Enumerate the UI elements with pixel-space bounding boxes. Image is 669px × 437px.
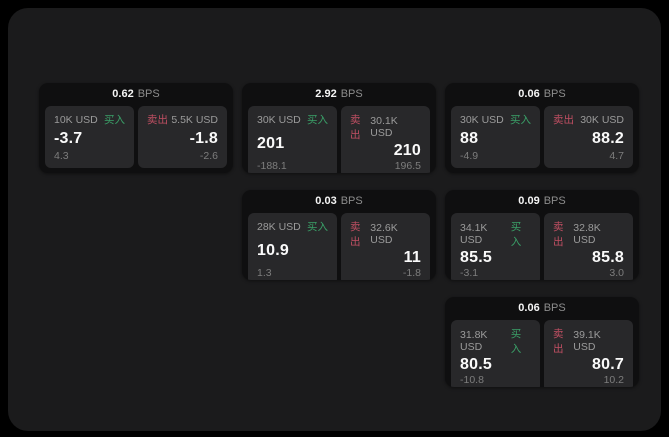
buy-price: 201	[257, 134, 285, 152]
buy-side-label: 买入	[307, 221, 328, 233]
sell-secondary-value: 4.7	[609, 150, 624, 162]
sell-amount-label: 30K USD	[580, 113, 624, 126]
quote-panels: 30K USD 买入 88 -4.9 卖出 30K USD 88.2 4.7	[445, 106, 639, 173]
buy-amount-label: 28K USD	[257, 220, 301, 233]
sell-side-label: 卖出	[553, 114, 574, 126]
sell-side-label: 卖出	[350, 221, 361, 248]
buy-secondary-value: -4.9	[460, 150, 479, 162]
buy-secondary-value: -188.1	[257, 160, 287, 172]
sell-side-label: 卖出	[553, 328, 564, 355]
quote-card: 0.06 BPS 30K USD 买入 88 -4.9 卖出 30K USD	[445, 83, 639, 173]
quote-card: 0.06 BPS 31.8K USD 买入 80.5 -10.8 卖出 39.1…	[445, 297, 639, 387]
sell-secondary-value: 196.5	[394, 160, 421, 172]
buy-amount-label: 10K USD	[54, 113, 98, 126]
bps-header: 0.62 BPS	[39, 83, 233, 106]
buy-price: 88	[460, 129, 479, 147]
buy-amount-label: 30K USD	[460, 113, 504, 126]
buy-price: 80.5	[460, 356, 492, 373]
bps-value: 0.62	[112, 88, 134, 100]
bps-unit-label: BPS	[340, 195, 363, 207]
sell-price: 80.7	[592, 356, 624, 373]
sell-side-label: 卖出	[147, 114, 168, 126]
quote-card: 0.03 BPS 28K USD 买入 10.9 1.3 卖出 32.6K US…	[242, 190, 436, 280]
sell-price: -1.8	[189, 129, 218, 147]
sell-secondary-value: -2.6	[199, 150, 218, 162]
sell-side-label: 卖出	[350, 114, 361, 141]
buy-panel[interactable]: 34.1K USD 买入 85.5 -3.1	[451, 213, 540, 280]
bps-unit-label: BPS	[137, 88, 160, 100]
bps-unit-label: BPS	[543, 302, 566, 314]
bps-header: 0.06 BPS	[445, 297, 639, 320]
quote-panels: 30K USD 买入 201 -188.1 卖出 30.1K USD 210 1…	[242, 106, 436, 173]
buy-side-label: 买入	[104, 114, 125, 126]
buy-panel[interactable]: 31.8K USD 买入 80.5 -10.8	[451, 320, 540, 387]
quote-panels: 34.1K USD 买入 85.5 -3.1 卖出 32.8K USD 85.8…	[445, 213, 639, 280]
buy-secondary-value: -10.8	[460, 374, 484, 386]
buy-price: 85.5	[460, 249, 492, 266]
sell-price: 11	[403, 249, 421, 266]
bps-header: 0.09 BPS	[445, 190, 639, 213]
sell-panel[interactable]: 卖出 5.5K USD -1.8 -2.6	[138, 106, 227, 168]
sell-amount-label: 30.1K USD	[370, 115, 398, 139]
buy-amount-label: 31.8K USD	[460, 329, 488, 353]
sell-secondary-value: 10.2	[603, 374, 624, 386]
sell-price: 88.2	[592, 129, 624, 147]
bps-header: 0.03 BPS	[242, 190, 436, 213]
buy-price: -3.7	[54, 129, 83, 147]
quote-panels: 31.8K USD 买入 80.5 -10.8 卖出 39.1K USD 80.…	[445, 320, 639, 387]
buy-side-label: 买入	[510, 114, 531, 126]
buy-panel[interactable]: 28K USD 买入 10.9 1.3	[248, 213, 337, 280]
bps-unit-label: BPS	[340, 88, 363, 100]
quote-card: 2.92 BPS 30K USD 买入 201 -188.1 卖出 30.1K …	[242, 83, 436, 173]
buy-price: 10.9	[257, 241, 289, 259]
quote-card: 0.09 BPS 34.1K USD 买入 85.5 -3.1 卖出 32.8K…	[445, 190, 639, 280]
sell-price: 85.8	[592, 249, 624, 266]
bps-value: 0.06	[518, 302, 540, 314]
sell-secondary-value: -1.8	[402, 267, 421, 279]
bps-unit-label: BPS	[543, 88, 566, 100]
buy-amount-label: 34.1K USD	[460, 222, 488, 246]
sell-amount-label: 32.6K USD	[370, 222, 398, 246]
quotes-grid: 0.62 BPS 10K USD 买入 -3.7 4.3 卖出 5.5K USD	[39, 83, 639, 387]
bps-value: 0.06	[518, 88, 540, 100]
bps-value: 0.03	[315, 195, 337, 207]
bps-unit-label: BPS	[543, 195, 566, 207]
sell-price: 210	[393, 142, 421, 159]
sell-panel[interactable]: 卖出 32.6K USD 11 -1.8	[341, 213, 430, 280]
bps-header: 0.06 BPS	[445, 83, 639, 106]
buy-secondary-value: -3.1	[460, 267, 479, 279]
sell-panel[interactable]: 卖出 30K USD 88.2 4.7	[544, 106, 633, 168]
quote-panels: 10K USD 买入 -3.7 4.3 卖出 5.5K USD -1.8 -2.…	[39, 106, 233, 173]
sell-amount-label: 32.8K USD	[573, 222, 601, 246]
bps-header: 2.92 BPS	[242, 83, 436, 106]
buy-panel[interactable]: 30K USD 买入 201 -188.1	[248, 106, 337, 173]
buy-secondary-value: 4.3	[54, 150, 69, 162]
sell-amount-label: 39.1K USD	[573, 329, 601, 353]
buy-amount-label: 30K USD	[257, 113, 301, 126]
buy-side-label: 买入	[510, 328, 522, 355]
app-surface: 0.62 BPS 10K USD 买入 -3.7 4.3 卖出 5.5K USD	[8, 8, 661, 431]
buy-panel[interactable]: 10K USD 买入 -3.7 4.3	[45, 106, 134, 168]
bps-value: 2.92	[315, 88, 337, 100]
sell-amount-label: 5.5K USD	[171, 113, 218, 126]
sell-side-label: 卖出	[553, 221, 564, 248]
quote-panels: 28K USD 买入 10.9 1.3 卖出 32.6K USD 11 -1.8	[242, 213, 436, 280]
buy-side-label: 买入	[307, 114, 328, 126]
sell-panel[interactable]: 卖出 39.1K USD 80.7 10.2	[544, 320, 633, 387]
bps-value: 0.09	[518, 195, 540, 207]
buy-secondary-value: 1.3	[257, 267, 272, 279]
sell-panel[interactable]: 卖出 32.8K USD 85.8 3.0	[544, 213, 633, 280]
sell-secondary-value: 3.0	[609, 267, 624, 279]
quote-card: 0.62 BPS 10K USD 买入 -3.7 4.3 卖出 5.5K USD	[39, 83, 233, 173]
sell-panel[interactable]: 卖出 30.1K USD 210 196.5	[341, 106, 430, 173]
buy-panel[interactable]: 30K USD 买入 88 -4.9	[451, 106, 540, 168]
buy-side-label: 买入	[510, 221, 522, 248]
